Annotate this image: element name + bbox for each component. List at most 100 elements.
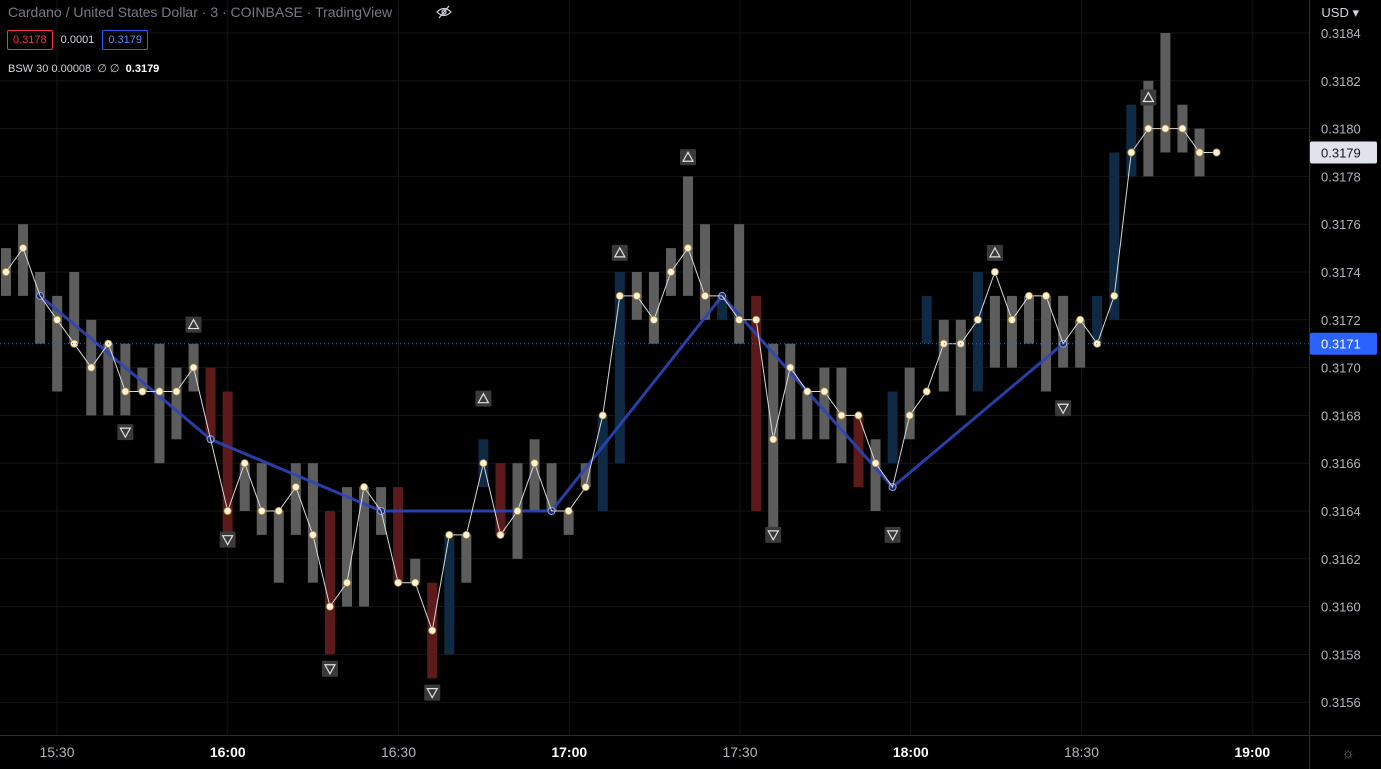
quote-panel: 0.3178 0.0001 0.3179 xyxy=(7,30,148,50)
close-dot xyxy=(19,244,28,253)
indicator-value: 0.3179 xyxy=(125,63,160,75)
close-dot xyxy=(428,626,437,635)
price-bar xyxy=(1092,295,1103,344)
sell-price-button[interactable]: 0.3178 xyxy=(7,30,53,50)
close-dot xyxy=(1076,315,1085,324)
price-bar xyxy=(717,295,728,320)
price-bars xyxy=(1,33,1205,679)
price-bar xyxy=(154,343,165,464)
close-dot xyxy=(769,435,778,444)
price-bar xyxy=(546,463,557,511)
close-dot xyxy=(1127,148,1136,157)
close-dot xyxy=(581,483,590,492)
price-bar xyxy=(52,295,63,392)
price-bar xyxy=(35,272,46,344)
current-price-badge xyxy=(1310,332,1377,355)
close-dot xyxy=(1007,315,1016,324)
close-dot xyxy=(411,578,420,587)
price-bar xyxy=(853,415,864,488)
price-bar xyxy=(239,463,250,511)
price-bar xyxy=(921,295,932,344)
close-dot xyxy=(121,387,130,396)
close-dot xyxy=(257,506,266,515)
price-bar xyxy=(597,415,608,511)
price-bar xyxy=(904,367,915,440)
y-tick-label: 0.3160 xyxy=(1321,600,1361,615)
close-dot xyxy=(820,387,829,396)
symbol-title[interactable]: Cardano / United States Dollar · 3 · COI… xyxy=(8,4,393,20)
close-dot xyxy=(990,267,999,276)
price-bar xyxy=(529,439,540,511)
triangle-down-icon xyxy=(426,688,439,699)
spread-value: 0.0001 xyxy=(60,34,95,46)
y-tick-label: 0.3162 xyxy=(1321,552,1361,567)
close-dot xyxy=(462,530,471,539)
indicator-legend[interactable]: BSW 30 0.00008 ∅ ∅ 0.3179 xyxy=(8,62,159,75)
swing-low-marker xyxy=(884,526,901,543)
price-bar xyxy=(137,367,148,392)
close-dot xyxy=(291,483,300,492)
close-dot xyxy=(615,291,624,300)
close-dot xyxy=(684,244,693,253)
triangle-up-icon xyxy=(187,318,200,330)
y-tick-label: 0.3178 xyxy=(1321,169,1361,184)
indicator-name: BSW 30 0.00008 xyxy=(8,63,92,75)
swing-high-marker xyxy=(475,390,492,407)
close-dot xyxy=(325,602,334,611)
gear-icon[interactable]: ☼ xyxy=(1341,745,1355,762)
price-bar xyxy=(18,224,29,296)
price-bar xyxy=(69,272,80,344)
triangle-down-icon xyxy=(886,530,899,542)
price-bar xyxy=(648,272,659,344)
close-dot xyxy=(803,387,812,396)
price-bar xyxy=(1109,152,1120,320)
close-dot xyxy=(513,506,522,515)
triangle-up-icon xyxy=(681,151,695,162)
close-dot xyxy=(735,315,744,324)
close-dot xyxy=(189,363,198,372)
price-bar xyxy=(1041,295,1052,392)
close-dot xyxy=(394,578,403,587)
price-bar xyxy=(734,224,745,344)
currency-label: USD xyxy=(1321,5,1349,20)
price-bar xyxy=(580,463,591,488)
x-tick-label: 17:00 xyxy=(551,744,587,760)
close-dot xyxy=(1093,339,1102,348)
close-dot xyxy=(564,506,573,515)
price-bar xyxy=(103,343,114,416)
price-bar xyxy=(205,367,216,440)
triangle-down-icon xyxy=(1057,403,1070,415)
close-dot xyxy=(53,315,62,324)
swing-low-marker xyxy=(321,660,338,677)
eye-hidden-icon[interactable] xyxy=(436,5,452,22)
price-bar xyxy=(1058,295,1069,368)
swing-high-marker xyxy=(185,316,202,333)
close-dot xyxy=(1212,148,1221,157)
close-dot xyxy=(701,291,710,300)
swing-high-marker xyxy=(986,244,1003,261)
close-dot xyxy=(479,459,488,468)
price-bar xyxy=(307,463,318,583)
triangle-down-icon xyxy=(119,427,132,439)
y-tick-label: 0.3182 xyxy=(1321,74,1361,89)
price-bar xyxy=(751,295,762,511)
buy-price-button[interactable]: 0.3179 xyxy=(102,30,148,50)
price-bar xyxy=(1126,104,1137,177)
x-tick-label: 16:00 xyxy=(210,744,246,760)
price-bar xyxy=(683,176,693,296)
close-dot xyxy=(172,387,181,396)
currency-selector[interactable]: USD ▾ xyxy=(1321,5,1359,21)
close-dot xyxy=(1195,148,1204,157)
close-dot xyxy=(360,483,369,492)
price-bar xyxy=(870,439,881,511)
price-bar xyxy=(290,463,301,535)
close-dot xyxy=(308,530,317,539)
price-bar xyxy=(256,463,267,535)
swing-low-marker xyxy=(219,531,236,548)
close-dot xyxy=(649,315,658,324)
current-price-label: 0.3171 xyxy=(1321,337,1361,352)
price-bar xyxy=(563,511,574,535)
close-polyline xyxy=(5,128,1217,633)
x-tick-label: 18:30 xyxy=(1064,744,1099,760)
